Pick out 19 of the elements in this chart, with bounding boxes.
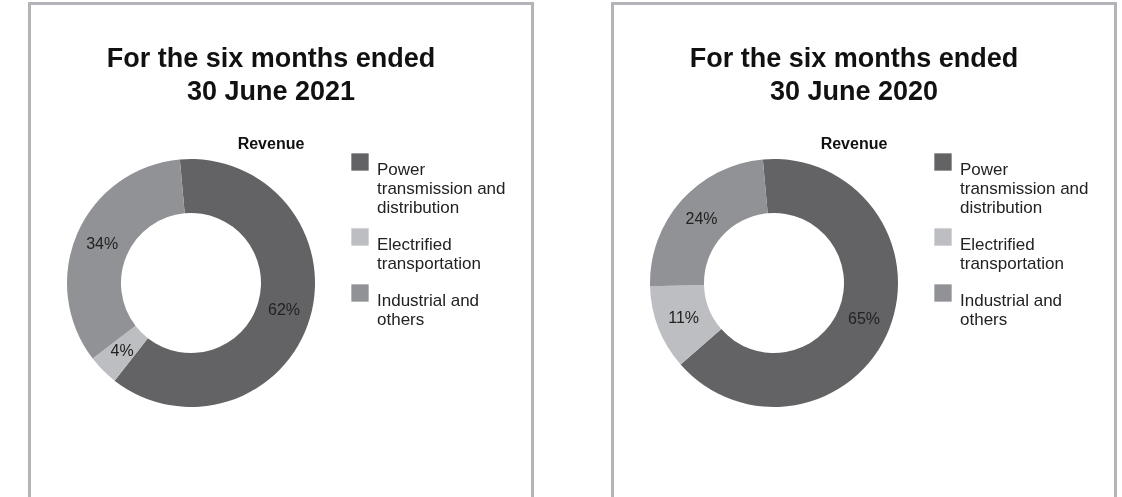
chart-title: For the six months ended 30 June 2020	[689, 43, 1019, 106]
data-label: 11%	[668, 309, 700, 327]
data-label: 62%	[268, 301, 301, 319]
donut-slice	[650, 159, 768, 287]
donut-slice	[67, 159, 185, 359]
chart-title: For the six months ended 30 June 2021	[106, 43, 436, 106]
chart-subtitle: Revenue	[237, 135, 305, 152]
legend-label: Electrified transportation	[377, 235, 481, 273]
data-label: 24%	[685, 209, 718, 227]
legend-label: Electrified transportation	[960, 235, 1064, 273]
donut-slice	[650, 284, 722, 365]
legend-label: Power transmission and distribution	[960, 160, 1089, 217]
chart-subtitle: Revenue	[820, 135, 888, 152]
legend-label: Industrial and others	[960, 291, 1063, 329]
legend-label: Industrial and others	[377, 291, 480, 329]
legend-label: Power transmission and distribution	[377, 160, 506, 217]
data-label: 4%	[110, 342, 134, 360]
data-label: 34%	[86, 235, 119, 253]
data-label: 65%	[848, 310, 881, 328]
